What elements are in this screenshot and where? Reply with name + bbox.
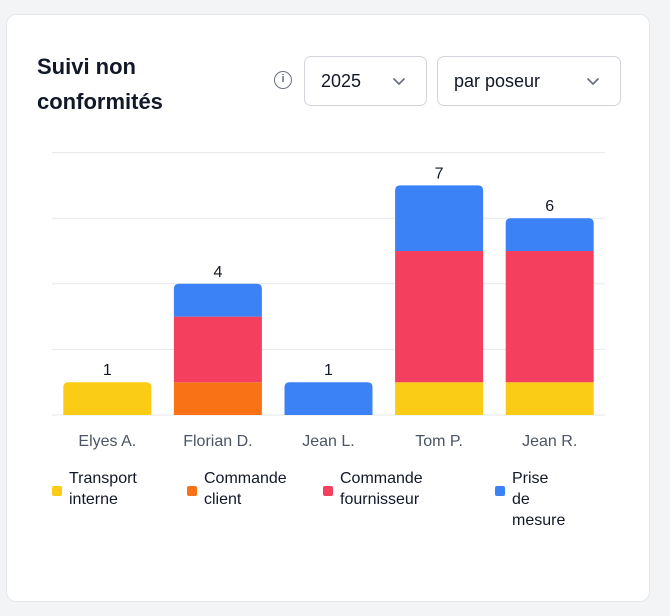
legend-swatch xyxy=(323,486,333,496)
legend-label: Transport interne xyxy=(69,470,137,508)
stacked-bar-chart: 1 Elyes A. 4 Florian D. 1 Jean L. 7 Tom P. 6 Jean… xyxy=(52,152,605,450)
bar-total-label: 1 xyxy=(103,362,112,379)
card-title: Suivi non conformités xyxy=(37,54,163,114)
legend-swatch xyxy=(52,486,62,496)
x-tick-label: Jean R. xyxy=(522,433,577,450)
info-icon[interactable]: i xyxy=(274,71,292,89)
bar-segment xyxy=(173,382,262,415)
bar-total-label: 7 xyxy=(435,165,444,182)
bar-segment xyxy=(505,382,594,415)
bar-segment xyxy=(505,251,594,383)
group-by-select[interactable]: par poseur xyxy=(437,56,621,106)
bar-segment xyxy=(395,251,484,383)
x-tick-label: Jean L. xyxy=(302,433,354,450)
bar-total-label: 6 xyxy=(545,198,554,215)
bar-segment xyxy=(505,218,594,251)
year-select-value: 2025 xyxy=(321,71,362,91)
group-by-select-value: par poseur xyxy=(454,71,541,91)
legend-label: Commande client xyxy=(204,470,287,508)
year-select[interactable]: 2025 xyxy=(304,56,427,106)
bar-segment xyxy=(63,382,152,415)
chart-card: Suivi non conformités i 2025 par poseur … xyxy=(6,14,650,602)
x-tick-label: Florian D. xyxy=(183,433,252,450)
chart-legend: Transport interne Commande client Commande fo… xyxy=(7,468,651,529)
bar-segment xyxy=(395,382,484,415)
chevron-down-icon xyxy=(587,78,599,85)
chevron-down-icon xyxy=(393,78,405,85)
bar-segment xyxy=(284,382,373,415)
legend-swatch xyxy=(495,486,505,496)
legend-label: Commande fournisseur xyxy=(340,470,423,508)
bar-segment xyxy=(173,316,262,383)
legend-swatch xyxy=(187,486,197,496)
x-tick-label: Tom P. xyxy=(415,433,463,450)
bar-total-label: 4 xyxy=(213,264,222,281)
bar-total-label: 1 xyxy=(324,362,333,379)
bar-segment xyxy=(395,185,484,251)
bar-segment xyxy=(173,283,262,317)
x-tick-label: Elyes A. xyxy=(78,433,136,450)
legend-label: Prise de mesure xyxy=(512,470,566,529)
